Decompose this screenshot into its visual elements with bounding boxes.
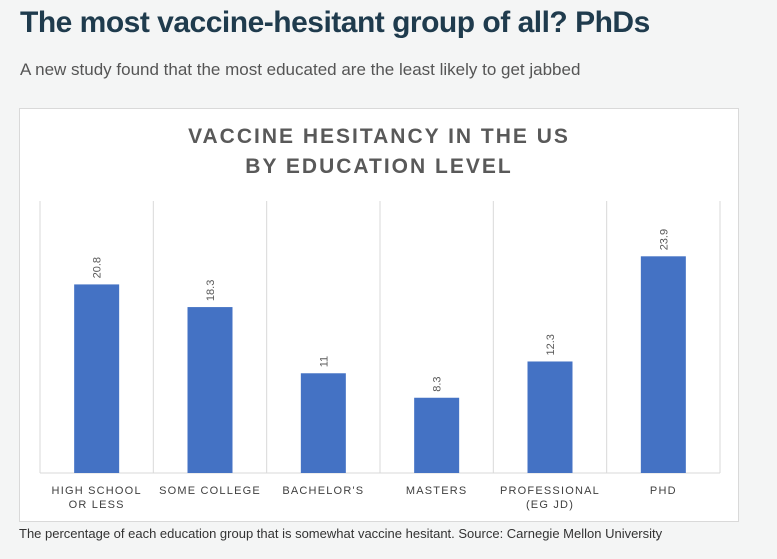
bar xyxy=(187,307,233,473)
chart-title-line-2: BY EDUCATION LEVEL xyxy=(245,155,513,178)
caption: The percentage of each education group t… xyxy=(19,526,663,541)
category-label: (EG JD) xyxy=(526,499,574,511)
category-label: SOME COLLEGE xyxy=(159,485,261,497)
category-label: HIGH SCHOOL xyxy=(52,485,142,497)
bar xyxy=(640,256,686,473)
bar xyxy=(527,361,573,473)
data-label: 11 xyxy=(318,356,330,367)
category-label: OR LESS xyxy=(69,499,125,511)
category-label: PROFESSIONAL xyxy=(500,485,600,497)
bar xyxy=(300,373,346,473)
data-label: 20.8 xyxy=(92,257,104,278)
bar xyxy=(414,397,460,473)
data-label: 18.3 xyxy=(205,280,217,301)
headline: The most vaccine-hesitant group of all? … xyxy=(20,6,650,39)
category-label: PHD xyxy=(650,485,677,497)
bar-chart: 20.8 HIGH SCHOOL OR LESS 18.3 SOME COLLEGE 11… xyxy=(39,201,721,511)
data-label: 23.9 xyxy=(658,229,670,250)
data-label: 8.3 xyxy=(432,376,444,391)
category-label: MASTERS xyxy=(406,485,468,497)
chart-title-line-1: VACCINE HESITANCY IN THE US xyxy=(188,125,570,148)
category-label: BACHELOR'S xyxy=(282,485,364,497)
standfirst: A new study found that the most educated… xyxy=(20,60,581,79)
data-label: 12.3 xyxy=(545,334,557,355)
chart-frame: VACCINE HESITANCY IN THE US BY EDUCATION… xyxy=(19,108,739,522)
bar xyxy=(74,284,120,473)
